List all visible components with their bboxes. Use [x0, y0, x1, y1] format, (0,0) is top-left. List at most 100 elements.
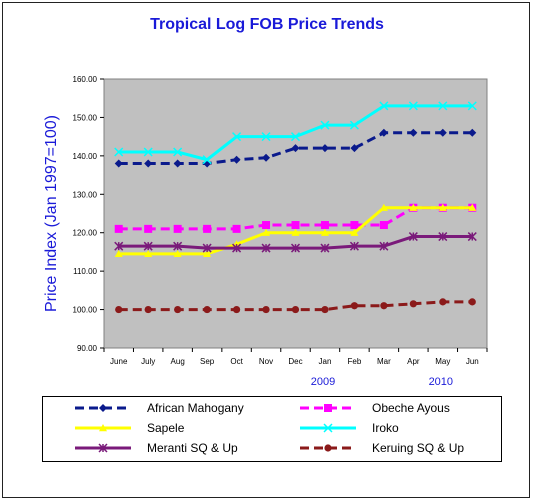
data-point: [203, 224, 212, 233]
data-point: [291, 221, 300, 230]
y-tick-label: 160.00: [73, 75, 98, 84]
data-point: [349, 120, 359, 130]
y-tick-label: 90.00: [77, 344, 98, 353]
data-point: [144, 224, 153, 233]
legend-item: Iroko: [298, 419, 399, 437]
legend-label: Sapele: [147, 421, 185, 435]
legend-item: African Mahogany: [73, 399, 244, 417]
data-point: [379, 241, 389, 251]
data-point: [350, 221, 359, 230]
y-tick-label: 100.00: [73, 306, 98, 315]
y-axis-title: Price Index (Jan 1997=100): [43, 115, 60, 312]
legend-swatch-marker: [323, 423, 333, 433]
legend-item: Obeche Ayous: [298, 399, 450, 417]
data-point: [438, 101, 448, 111]
data-point: [173, 224, 182, 233]
data-point: [143, 147, 153, 157]
legend-swatch-marker: [99, 404, 107, 412]
data-point: [409, 128, 418, 137]
data-point: [467, 101, 477, 111]
data-point: [114, 241, 124, 251]
legend-item: Meranti SQ & Up: [73, 439, 238, 457]
x-tick-label: Sep: [200, 357, 215, 366]
data-point: [232, 132, 242, 142]
x-tick-label: Oct: [230, 357, 243, 366]
data-point: [467, 232, 477, 242]
data-point: [290, 243, 301, 253]
legend-label: Keruing SQ & Up: [372, 441, 465, 455]
data-point: [203, 249, 212, 258]
data-point: [320, 144, 329, 153]
data-point: [144, 249, 153, 258]
data-point: [290, 132, 301, 142]
x-tick-label: Feb: [348, 357, 362, 366]
legend-label: Obeche Ayous: [372, 401, 450, 415]
data-point: [350, 302, 359, 310]
x-tick-label: Dec: [288, 357, 302, 366]
data-point: [232, 243, 242, 253]
data-point: [408, 232, 418, 242]
x-tick-label: Aug: [171, 357, 185, 366]
data-point: [438, 203, 447, 211]
legend-swatch: [75, 443, 131, 453]
data-point: [349, 241, 359, 251]
data-point: [380, 302, 388, 310]
legend-swatch: [75, 424, 131, 432]
data-point: [379, 128, 388, 137]
data-point: [320, 243, 330, 253]
legend-swatch-marker: [98, 443, 108, 453]
data-point: [438, 128, 447, 137]
data-point: [409, 203, 418, 211]
data-point: [261, 132, 271, 142]
data-point: [438, 232, 448, 242]
x-tick-label: July: [141, 357, 155, 366]
y-tick-label: 150.00: [73, 113, 98, 122]
data-point: [408, 101, 418, 111]
legend-swatch-marker: [324, 404, 332, 412]
data-point: [202, 155, 212, 165]
y-tick-label: 110.00: [73, 267, 97, 276]
data-point: [379, 221, 388, 230]
data-point: [173, 159, 182, 168]
data-point: [350, 144, 359, 153]
legend: African Mahogany Obeche Ayous Sapele Iroko M…: [42, 396, 502, 462]
data-point: [262, 153, 271, 162]
data-point: [468, 128, 477, 137]
legend-label: Meranti SQ & Up: [147, 441, 238, 455]
data-point: [203, 305, 211, 314]
data-point: [114, 147, 124, 157]
data-point: [174, 305, 182, 314]
x-tick-label: Apr: [407, 357, 420, 366]
data-point: [379, 101, 389, 111]
data-point: [409, 300, 417, 308]
series-sapele: [114, 203, 477, 258]
data-point: [291, 305, 300, 314]
data-point: [261, 243, 271, 253]
data-point: [173, 249, 182, 258]
data-point: [114, 159, 123, 168]
legend-swatch-marker: [324, 444, 332, 452]
data-point: [114, 249, 123, 258]
year-label: 2009: [311, 376, 335, 388]
x-tick-label: Mar: [377, 357, 391, 366]
x-tick-label: Jun: [466, 357, 479, 366]
legend-swatch: [300, 423, 356, 433]
legend-label: Iroko: [372, 421, 399, 435]
data-point: [232, 155, 241, 164]
data-point: [350, 228, 359, 236]
legend-swatch: [75, 404, 131, 412]
y-tick-label: 140.00: [73, 152, 98, 161]
data-point: [320, 221, 329, 230]
data-point: [468, 298, 476, 306]
plot-area: [103, 78, 488, 349]
data-point: [232, 224, 241, 233]
data-point: [468, 203, 477, 211]
data-point: [143, 241, 153, 251]
chart-title: Tropical Log FOB Price Trends: [150, 16, 384, 33]
x-tick-label: Nov: [259, 357, 273, 366]
data-point: [291, 144, 300, 153]
data-point: [439, 298, 447, 306]
series-keruing-sq-up: [115, 298, 476, 314]
data-point: [291, 228, 300, 236]
